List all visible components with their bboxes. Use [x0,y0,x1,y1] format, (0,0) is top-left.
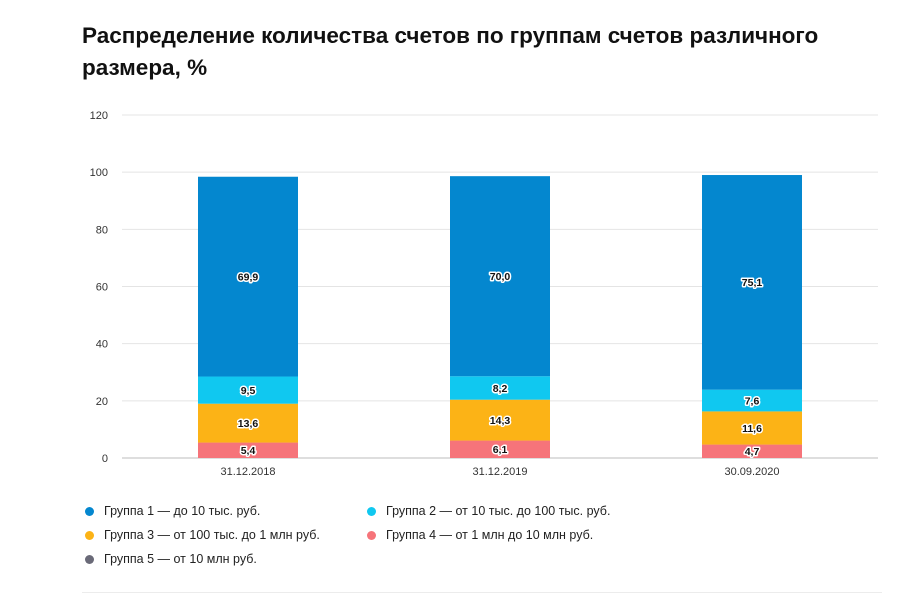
legend-swatch [85,554,94,564]
bar-segment [702,411,802,445]
legend-item: Группа 2 — от 10 тыс. до 100 тыс. руб. [367,502,647,520]
legend-label: Группа 2 — от 10 тыс. до 100 тыс. руб. [386,504,611,518]
legend-label: Группа 3 — от 100 тыс. до 1 млн руб. [104,528,320,542]
x-tick-label: 31.12.2019 [472,466,527,478]
bar-segment [198,442,298,458]
y-tick-label: 80 [96,224,108,236]
bar-segment [198,403,298,443]
y-tick-label: 100 [90,167,108,179]
legend-swatch [85,506,94,516]
legend-swatch [367,506,376,516]
data-label: 4,7 [745,446,760,458]
legend-swatch [85,530,94,540]
bar-segment [450,399,550,441]
data-label: 14,3 [490,415,511,427]
data-label: 70,0 [490,271,511,283]
data-label: 69,9 [238,271,259,283]
legend-label: Группа 5 — от 10 млн руб. [104,552,257,566]
legend-item: Группа 4 — от 1 млн до 10 млн руб. [367,526,647,544]
legend-item: Группа 1 — до 10 тыс. руб. [85,502,367,520]
legend-item: Группа 3 — от 100 тыс. до 1 млн руб. [85,526,367,544]
chart-title: Распределение количества счетов по групп… [82,23,819,80]
bar-segment [450,376,550,400]
y-tick-label: 120 [90,110,108,122]
legend-label: Группа 1 — до 10 тыс. руб. [104,504,261,518]
bar-segment [198,376,298,404]
bar-segment [198,176,298,377]
x-tick-label: 30.09.2020 [724,466,779,478]
x-tick-label: 31.12.2018 [220,466,275,478]
legend-item: Группа 5 — от 10 млн руб. [85,550,367,568]
y-tick-label: 0 [102,453,108,465]
data-label: 13,6 [238,418,259,430]
y-tick-label: 60 [96,282,108,294]
legend-swatch [367,530,376,540]
chart-legend: Группа 1 — до 10 тыс. руб. Группа 2 — от … [85,502,665,568]
bar-segment [702,175,802,390]
y-tick-label: 20 [96,396,108,408]
data-label: 6,1 [493,444,508,456]
stacked-bar-chart: 0 20 40 60 80 100 120 5,4 13,6 9,5 69,9 31.12.2018 6… [90,110,878,478]
bar-segment [702,444,802,458]
bar-segment [702,389,802,412]
y-tick-label: 40 [96,339,108,351]
data-label: 75,1 [742,277,763,289]
data-label: 9,5 [241,385,256,397]
bottom-divider [82,592,882,593]
data-label: 7,6 [745,395,760,407]
data-label: 11,6 [742,423,762,435]
bar-segment [450,176,550,377]
bar-segment [450,440,550,458]
data-label: 5,4 [241,445,256,457]
data-label: 8,2 [493,383,508,395]
legend-label: Группа 4 — от 1 млн до 10 млн руб. [386,528,594,542]
